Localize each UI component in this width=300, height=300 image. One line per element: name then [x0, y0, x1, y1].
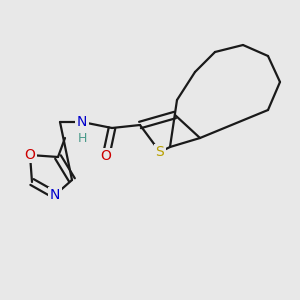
Text: S: S — [156, 145, 164, 159]
Text: N: N — [50, 188, 60, 202]
Text: H: H — [77, 131, 87, 145]
Text: N: N — [77, 115, 87, 129]
Text: O: O — [100, 149, 111, 163]
Text: O: O — [25, 148, 35, 162]
